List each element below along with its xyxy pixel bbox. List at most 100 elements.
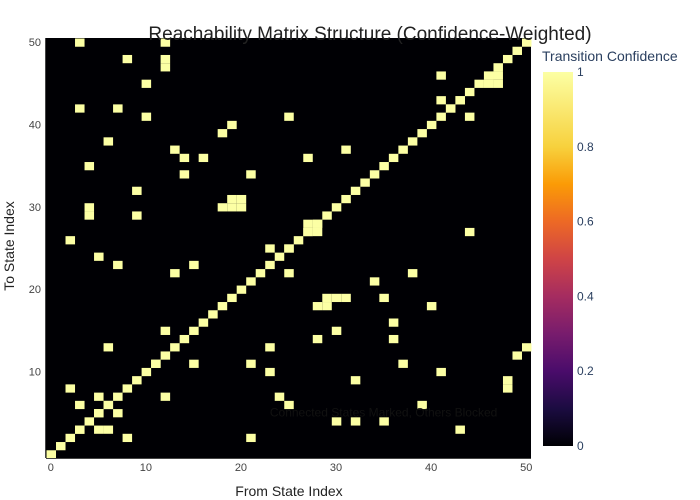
heatmap-cell [464, 227, 475, 237]
y-axis-ticks: 10 20 30 40 50 [29, 37, 41, 378]
heatmap-cell [151, 359, 161, 368]
heatmap-cell-diagonal [132, 376, 142, 385]
heatmap-cell-diagonal [417, 129, 427, 138]
heatmap-cell-diagonal [293, 236, 304, 245]
y-axis-title: To State Index [1, 201, 17, 291]
heatmap-cell-diagonal [369, 170, 380, 179]
colorbar-tick-label: 0.6 [577, 215, 594, 229]
heatmap-cell [198, 153, 209, 163]
heatmap-cell [284, 244, 294, 253]
heatmap-cell [246, 170, 256, 179]
heatmap-cell [113, 409, 123, 418]
colorbar-title: Transition Confidence [542, 48, 678, 64]
heatmap-cell [331, 326, 342, 335]
heatmap-cell-diagonal [56, 442, 66, 451]
heatmap-cell [502, 384, 513, 393]
heatmap-cell-diagonal [388, 153, 399, 163]
x-tick-label: 30 [330, 462, 342, 474]
heatmap-cell-diagonal [274, 252, 285, 261]
heatmap-cell-diagonal [179, 334, 190, 344]
heatmap-cell [84, 203, 95, 212]
heatmap-cell-diagonal [198, 318, 209, 327]
heatmap-cell [407, 269, 418, 278]
heatmap-cell [455, 425, 465, 434]
heatmap-cell-diagonal [350, 186, 361, 195]
heatmap-cell [455, 96, 465, 105]
heatmap-cell [303, 219, 313, 228]
heatmap-cell-diagonal [426, 120, 437, 130]
colorbar-ticks: 0 0.2 0.4 0.6 0.8 1 [577, 65, 594, 453]
heatmap-cell [141, 79, 152, 88]
heatmap-cell [103, 137, 114, 146]
heatmap-cell-diagonal [170, 343, 180, 352]
heatmap-cell [141, 112, 152, 121]
heatmap-cell [312, 334, 323, 344]
heatmap-cell [160, 392, 171, 401]
heatmap-cell-diagonal [236, 285, 247, 294]
heatmap-cell [483, 71, 494, 80]
heatmap-cell-diagonal [122, 384, 133, 393]
heatmap-cell-diagonal [512, 46, 522, 55]
heatmap-cell-diagonal [407, 137, 418, 146]
x-tick-label: 0 [48, 462, 54, 474]
heatmap-cell [75, 400, 85, 410]
heatmap-cell-diagonal [436, 112, 446, 121]
heatmap-cell [189, 260, 199, 270]
heatmap-cell [170, 145, 180, 154]
heatmap-cell-diagonal [379, 162, 389, 171]
heatmap-cell-diagonal [502, 54, 513, 64]
heatmap-cell [483, 79, 494, 88]
heatmap-cell [312, 302, 323, 311]
heatmap-cell-diagonal [398, 145, 408, 154]
colorbar-tick-label: 0.4 [577, 289, 594, 303]
heatmap-cell [303, 153, 313, 163]
heatmap-cell [160, 54, 171, 64]
heatmap-cell-diagonal [217, 302, 228, 311]
heatmap-cell [265, 343, 275, 352]
heatmap-cell [265, 244, 275, 253]
heatmap-cell [436, 96, 446, 105]
heatmap-cell [341, 145, 351, 154]
x-tick-label: 20 [235, 462, 247, 474]
heatmap-cell [189, 359, 199, 368]
heatmap-cell [388, 318, 399, 327]
heatmap-cell-diagonal [65, 433, 76, 443]
heatmap-cell-diagonal [246, 277, 256, 286]
x-tick-label: 50 [520, 462, 532, 474]
heatmap-cell-diagonal [474, 79, 484, 88]
heatmap-cell [75, 425, 85, 434]
heatmap-cell [103, 400, 114, 410]
heatmap-cell [227, 203, 237, 212]
heatmap-cell [265, 367, 275, 377]
heatmap-cell [113, 104, 123, 113]
heatmap-cell [227, 194, 237, 204]
heatmap-cell [65, 236, 76, 245]
heatmap-cell [464, 112, 475, 121]
heatmap-cell [284, 112, 294, 121]
x-axis-ticks: 0 10 20 30 40 50 [48, 462, 533, 474]
heatmap-cell [388, 334, 399, 344]
heatmap-cell [445, 104, 456, 113]
heatmap-cell-diagonal [160, 351, 171, 360]
heatmap-cell [341, 293, 351, 303]
heatmap-cell-diagonal [84, 417, 95, 426]
heatmap-cell [94, 409, 104, 418]
heatmap-cell [322, 302, 332, 311]
heatmap-cell [379, 417, 389, 426]
colorbar-tick-label: 1 [577, 65, 584, 79]
heatmap-cell-diagonal [521, 38, 532, 47]
colorbar-tick-label: 0 [577, 439, 584, 453]
heatmap-cell [331, 417, 342, 426]
heatmap-cell [426, 302, 437, 311]
heatmap-cell-diagonal [322, 211, 332, 220]
heatmap-cell [350, 417, 361, 426]
heatmap-cell-diagonal [189, 326, 199, 335]
x-tick-label: 10 [140, 462, 152, 474]
heatmap-cell [84, 162, 95, 171]
heatmap-cell [132, 186, 142, 195]
y-tick-label: 10 [29, 367, 41, 379]
heatmap-cell [502, 376, 513, 385]
heatmap-cell [246, 433, 256, 443]
heatmap-cell [512, 351, 522, 360]
